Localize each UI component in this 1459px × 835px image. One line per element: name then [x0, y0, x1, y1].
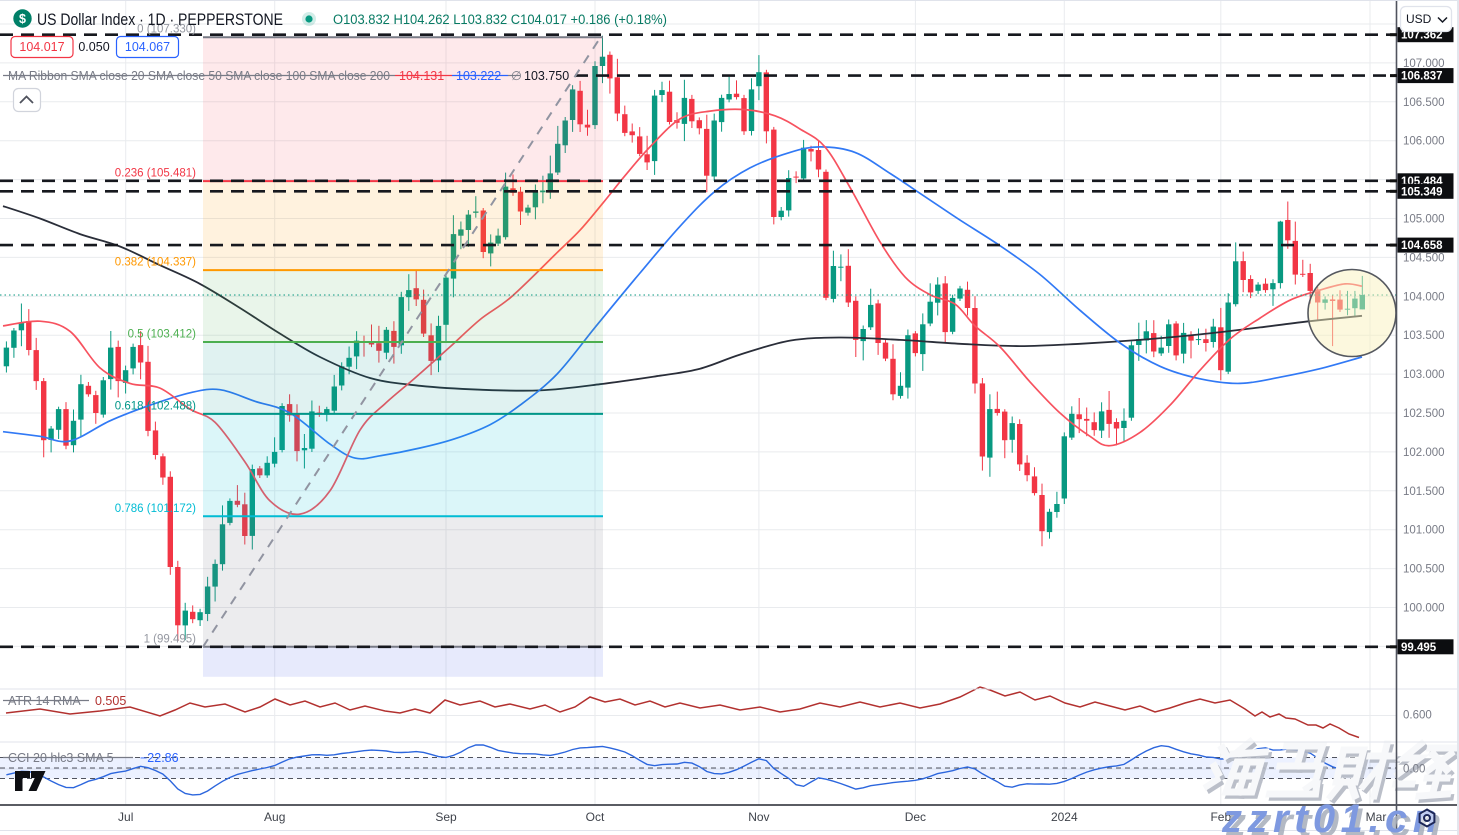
svg-text:101.000: 101.000: [1403, 525, 1445, 537]
svg-text:USD: USD: [1406, 12, 1432, 26]
svg-text:Jul: Jul: [118, 810, 133, 824]
svg-text:1 (99.495): 1 (99.495): [144, 633, 197, 645]
svg-text:0.786 (101.172): 0.786 (101.172): [115, 503, 196, 515]
svg-text:0.618 (102.488): 0.618 (102.488): [115, 400, 196, 412]
svg-text:−22.86: −22.86: [140, 751, 179, 765]
svg-text:101.500: 101.500: [1403, 486, 1445, 498]
svg-text:0.382 (104.337): 0.382 (104.337): [115, 257, 196, 269]
svg-text:104.500: 104.500: [1403, 252, 1445, 264]
svg-text:104.658: 104.658: [1401, 240, 1443, 252]
svg-text:104.067: 104.067: [125, 40, 170, 54]
svg-text:Aug: Aug: [264, 810, 285, 824]
svg-text:2024: 2024: [1051, 810, 1078, 824]
svg-text:106.500: 106.500: [1403, 97, 1445, 109]
svg-text:106.000: 106.000: [1403, 136, 1445, 148]
svg-text:Dec: Dec: [905, 810, 926, 824]
svg-text:103.750: 103.750: [524, 69, 569, 83]
svg-text:Oct: Oct: [586, 810, 605, 824]
svg-text:O103.832 H104.262 L103.832 C10: O103.832 H104.262 L103.832 C104.017 +0.1…: [333, 12, 667, 27]
svg-text:Mar: Mar: [1366, 810, 1387, 824]
svg-text:Sep: Sep: [435, 810, 457, 824]
svg-text:0.600: 0.600: [1403, 710, 1432, 722]
svg-text:zzrt01.cn: zzrt01.cn: [1225, 801, 1447, 835]
svg-text:104.000: 104.000: [1403, 291, 1445, 303]
svg-text:Nov: Nov: [748, 810, 769, 824]
svg-text:99.495: 99.495: [1401, 642, 1437, 654]
svg-text:US Dollar Index · 1D · PEPPERS: US Dollar Index · 1D · PEPPERSTONE: [37, 11, 283, 29]
svg-text:zzrt01.cn: zzrt01.cn: [1221, 797, 1443, 835]
svg-text:$: $: [19, 12, 26, 26]
svg-text:0.00: 0.00: [1403, 764, 1425, 776]
svg-text:103.500: 103.500: [1403, 330, 1445, 342]
svg-text:0.5 (103.412): 0.5 (103.412): [128, 329, 197, 341]
svg-text:0.236 (105.481): 0.236 (105.481): [115, 168, 196, 180]
svg-text:104.017: 104.017: [19, 40, 64, 54]
svg-text:103.000: 103.000: [1403, 369, 1445, 381]
svg-text:106.837: 106.837: [1401, 71, 1443, 83]
svg-text:107.362: 107.362: [1401, 30, 1443, 42]
svg-text:107.000: 107.000: [1403, 58, 1445, 70]
svg-text:100.500: 100.500: [1403, 564, 1445, 576]
svg-text:0 (107.330): 0 (107.330): [137, 24, 196, 36]
svg-text:0.505: 0.505: [95, 694, 126, 708]
svg-text:102.500: 102.500: [1403, 408, 1445, 420]
svg-text:0.050: 0.050: [78, 40, 109, 54]
svg-text:105.349: 105.349: [1401, 186, 1443, 198]
svg-text:105.000: 105.000: [1403, 214, 1445, 226]
svg-text:Feb: Feb: [1210, 810, 1231, 824]
svg-text:100.000: 100.000: [1403, 603, 1445, 615]
svg-text:102.000: 102.000: [1403, 447, 1445, 459]
